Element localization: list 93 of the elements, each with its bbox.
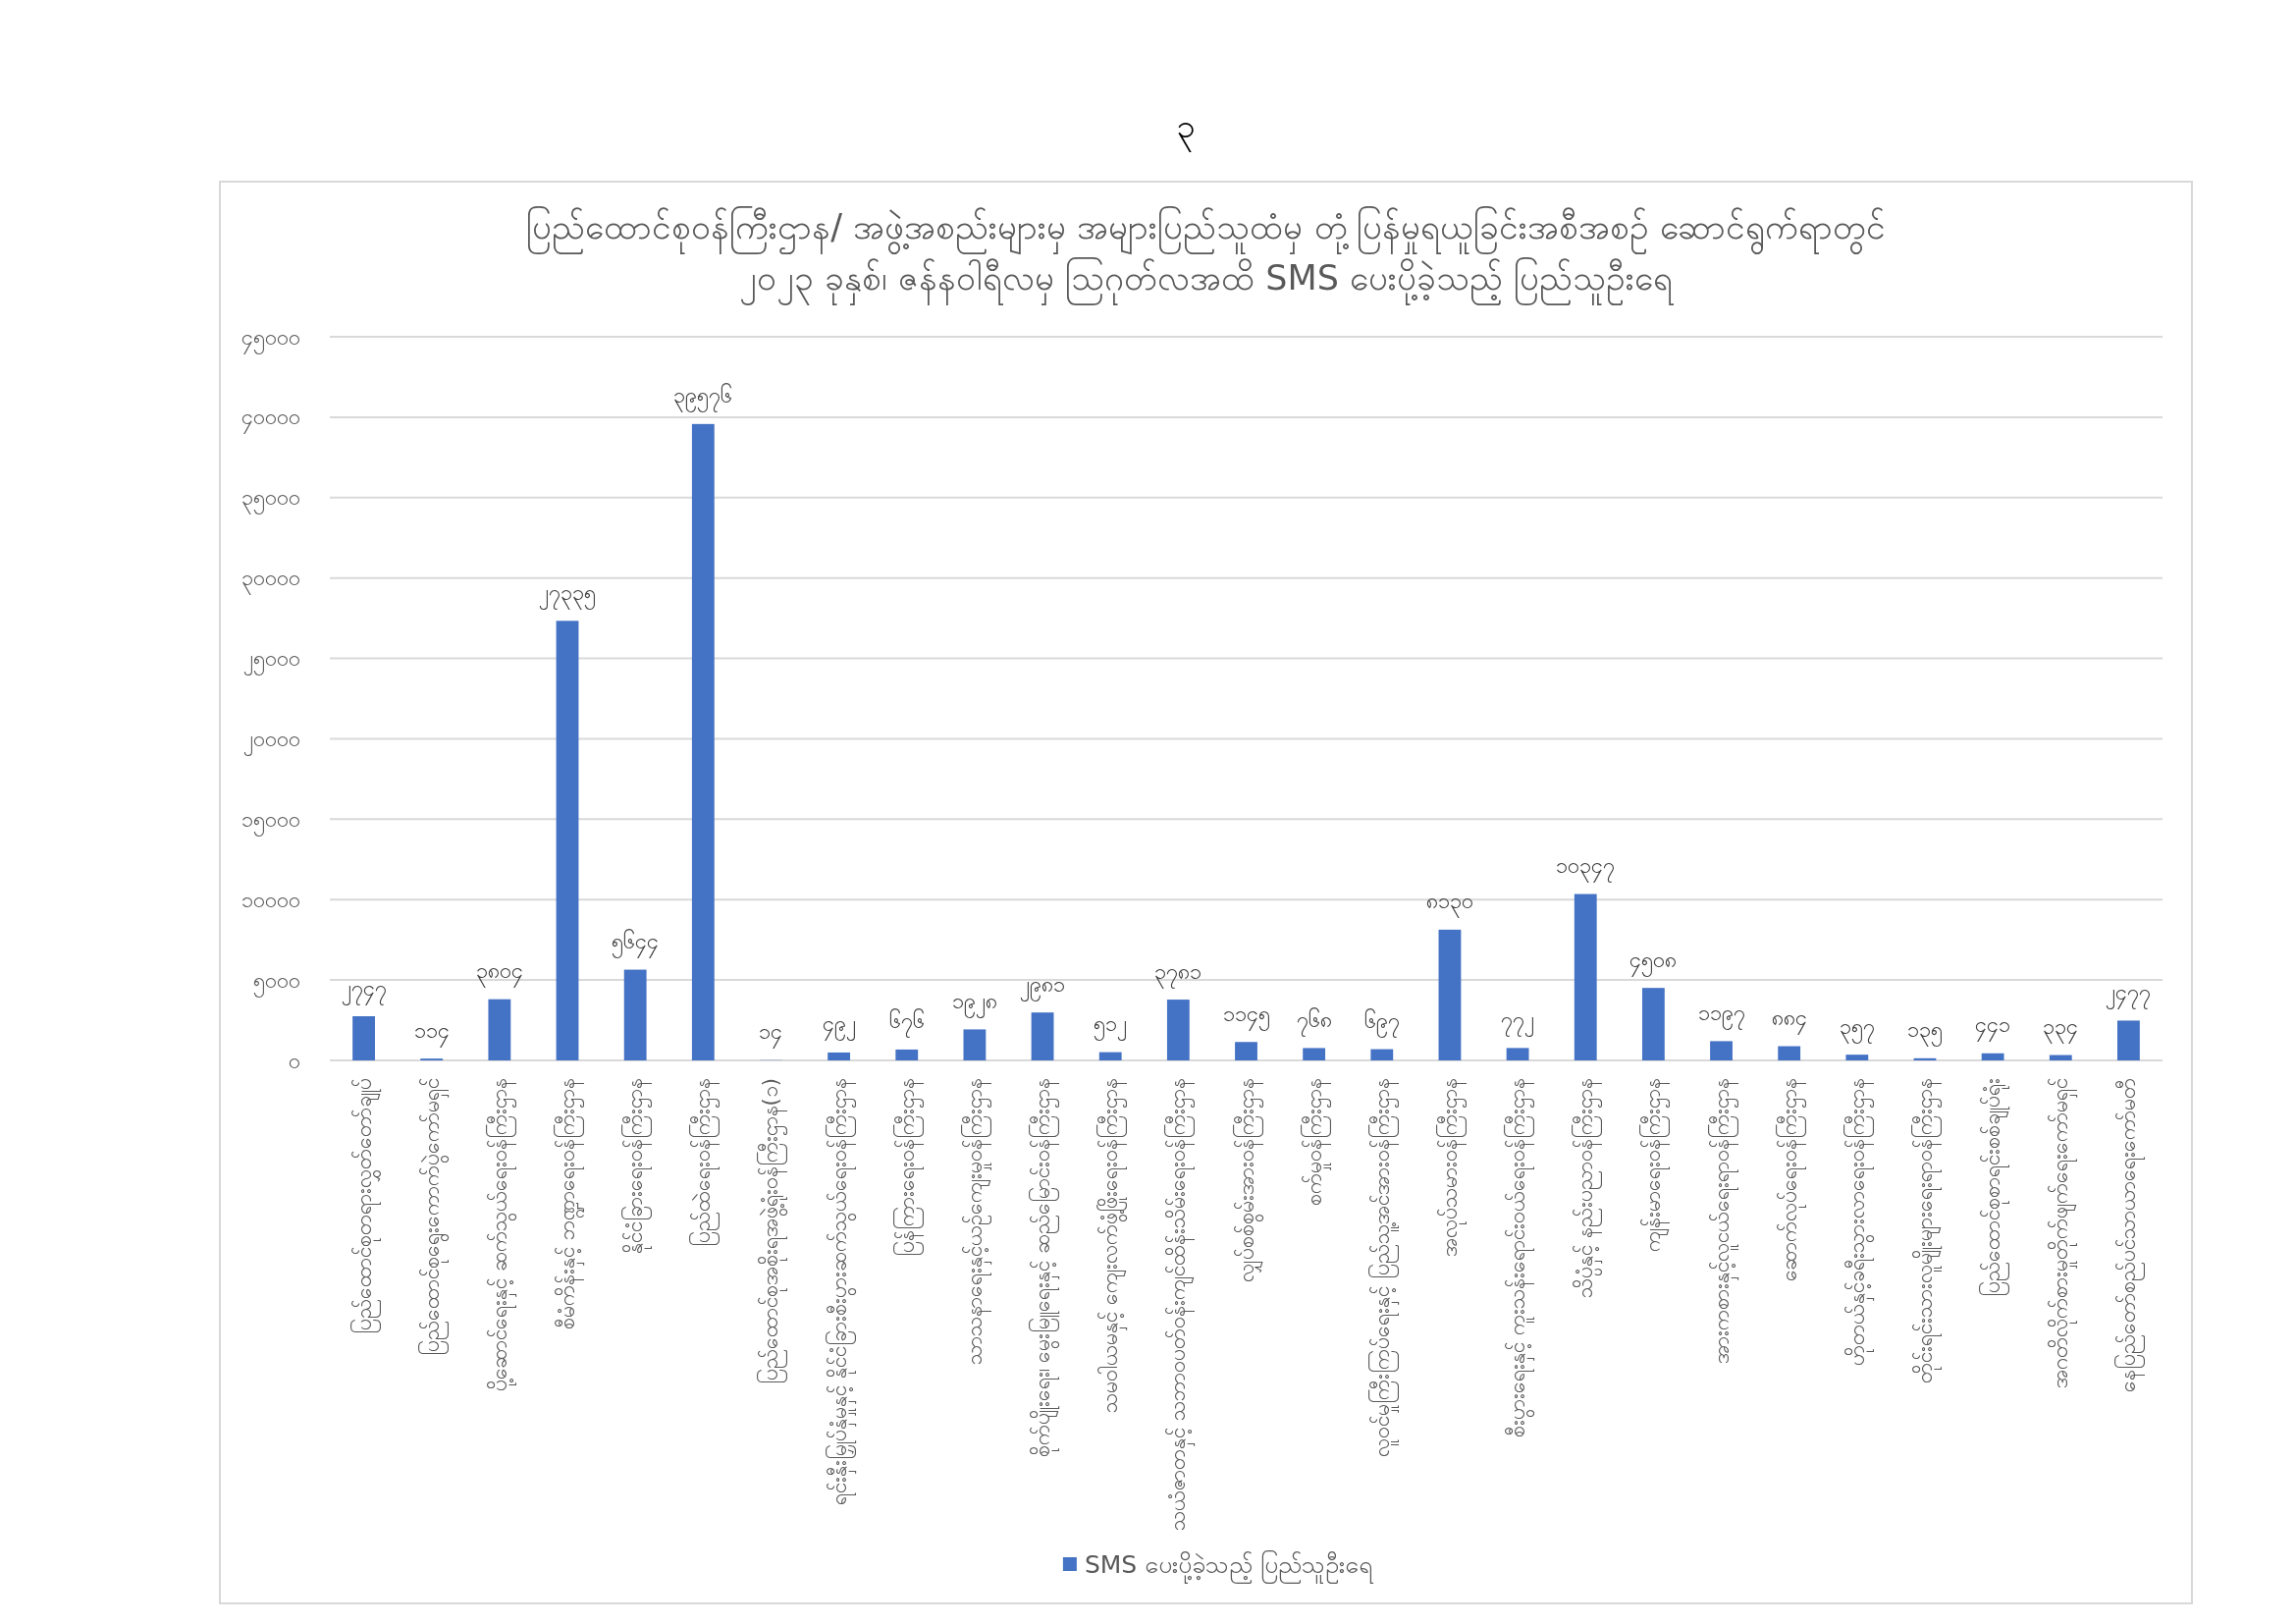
x-tick-label: စီမံကိန်းနှင့် ဘဏ္ဍာရေးဝန်ကြီးဌာန — [554, 1078, 586, 1329]
data-label: ၁၁၄ — [413, 1017, 450, 1048]
data-label: ၂၉၈၁ — [1020, 971, 1066, 1001]
x-tick-label: ကျန်းမာရေးဝန်ကြီးဌာန — [1639, 1078, 1671, 1252]
data-label: ၁၁၄၅ — [1222, 1001, 1270, 1031]
bar — [1031, 1012, 1054, 1060]
data-label: ၇၇၂ — [1501, 1006, 1535, 1037]
bar — [2049, 1055, 2072, 1060]
data-label: ၄၄၁ — [1975, 1012, 2011, 1043]
x-tick-label: အဂတိလိုက်စားမှုတိုက်ဖျက်ရေးကော်မရှင် — [2048, 1078, 2079, 1388]
data-label: ၆၉၇ — [1363, 1008, 1400, 1039]
y-tick-label: ၁၀၀၀၀ — [241, 887, 300, 912]
bar — [2117, 1020, 2140, 1060]
x-tick-label: အလုပ်သမားဝန်ကြီးဌာန — [1435, 1078, 1467, 1257]
legend-label: SMS ပေးပို့ခဲ့သည့် ပြည်သူဦးရေ — [1084, 1548, 1375, 1584]
x-tick-label: ပို့ဆောင်ရေးနှင့် ဆက်သွယ်ရေးဝန်ကြီးဌာန — [485, 1078, 517, 1391]
x-tick-label: စက်မှုဝန်ကြီးဌာန — [1300, 1078, 1331, 1206]
data-label: ၇၆၈ — [1296, 1006, 1332, 1037]
x-tick-label: စိုက်ပျိုးရေး၊ မွေးမြူရေးနှင့် ဆည်မြောင်းဝန်ကြီးဌာန — [1029, 1078, 1061, 1458]
data-label: ၆၇၆ — [888, 1008, 925, 1039]
y-tick-label: ၅၀၀၀ — [253, 967, 300, 998]
bar — [1641, 988, 1665, 1060]
bar — [352, 1016, 375, 1060]
data-label: ၃၇၈၁ — [1154, 958, 1202, 989]
chart-title: ပြည်ထောင်စုဝန်ကြီးဌာန/ အဖွဲ့အစည်းများမှ အများပြည်သူထံမှ တုံ့ပြန်မှုရယူခြင်းအစီအစဉ် ဆောင်ရွက်ရာတွင် — [526, 206, 1886, 255]
x-tick-label: ရင်းနှီးမြှုပ်နှံမှုနှင့် နိုင်ငံခြားစီးပွားဆက်သွယ်ရေးဝန်ကြီးဌာန — [825, 1078, 857, 1505]
data-label: ၂၄၇၇ — [2106, 979, 2152, 1009]
bar — [828, 1052, 851, 1060]
y-tick-label: ၂၀၀၀၀ — [243, 726, 300, 756]
x-tick-label: စီးပွားရေးနှင့် ကူးသန်းရောင်းဝယ်ရေးဝန်ကြီးဌာန — [1504, 1078, 1536, 1437]
x-tick-label: နိုင်ငံခြားရေးဝန်ကြီးဌာန — [621, 1078, 653, 1254]
data-label: ၈၁၃၀ — [1425, 889, 1473, 919]
bar — [1370, 1049, 1394, 1060]
data-label: ၁၁၉၇ — [1697, 1000, 1745, 1030]
x-tick-label: ဟိုတယ်နှင့်ခရီးသွားလာရေးဝန်ကြီးဌာန — [1842, 1078, 1875, 1366]
x-tick-label: လူဝင်မှုကြီးကြပ်ရေးနှင့် ပြည်သူ့အင်အားဝန်ကြီးဌာန — [1367, 1078, 1400, 1457]
y-tick-label: ၃၀၀၀၀ — [241, 566, 300, 596]
bar — [1981, 1053, 2004, 1060]
data-label: ၅၆၄၄ — [612, 929, 660, 959]
data-label: ၁၉၂၈ — [951, 988, 997, 1018]
data-label: ၂၇၄၇ — [341, 975, 387, 1005]
x-tick-label: ပြည်ထောင်စုရွေးကောက်ပွဲကော်မရှင် — [417, 1078, 450, 1356]
x-tick-label: ပြည်ထဲရေးဝန်ကြီးဌာန — [689, 1078, 721, 1247]
data-label: ၃၈၀၄ — [475, 958, 523, 989]
x-tick-label: ပြည်ထောင်စုစာရင်းစစ်ချုပ်ရုံး — [1979, 1078, 2011, 1297]
data-label: ၂၇၃၃၅ — [539, 579, 597, 610]
x-tick-label: လျှပ်စစ်စွမ်းအားဝန်ကြီးဌာန — [1232, 1078, 1264, 1282]
bar — [691, 423, 715, 1060]
bar — [1098, 1052, 1122, 1060]
data-label: ၁၄ — [759, 1019, 783, 1050]
x-tick-label: တိုင်းရင်းသားလူမျိုးများရေးရာဝန်ကြီးဌာန — [1910, 1078, 1943, 1383]
bar — [1235, 1042, 1257, 1060]
data-label: ၃၅၇ — [1839, 1013, 1875, 1044]
bar — [1574, 893, 1597, 1060]
x-tick-label: သယံဇာတနှင့် သဘာဝပတ်ဝန်းကျင်ထိန်းသိမ်းရေးဝန်ကြီးဌာန — [1164, 1078, 1197, 1531]
data-label: ၄၉၂ — [822, 1011, 856, 1042]
x-tick-label: အားကစားနှင့်လူငယ်ရေးရာဝန်ကြီးဌာန — [1707, 1078, 1739, 1364]
data-label: ၁၃၅ — [1906, 1017, 1943, 1048]
bar — [556, 621, 579, 1060]
data-label: ၁၀၃၄၇ — [1556, 853, 1616, 884]
x-tick-label: သာသနာရေးနှင့်ယဉ်ကျေးမှုဝန်ကြီးဌာန — [960, 1078, 992, 1365]
bar — [895, 1049, 919, 1060]
x-tick-label: ပြန်ကြားရေးဝန်ကြီးဌာန — [892, 1078, 924, 1257]
text: ၃ — [1176, 106, 1196, 152]
data-label: ၄၅၀၈ — [1629, 947, 1678, 977]
y-tick-label: ၃၅၀၀၀ — [241, 485, 300, 515]
bar — [1166, 1000, 1190, 1060]
data-label: ၃၃၄ — [2043, 1014, 2079, 1045]
bar — [623, 969, 647, 1060]
x-tick-label: သိပ္ပံနှင့် နည်းပညာဝန်ကြီးဌာန — [1572, 1078, 1604, 1298]
x-tick-label: ပြည်ထောင်စုအစိုးရအဖွဲ့ရုံးဝန်ကြီးဌာန(၁) — [757, 1078, 789, 1385]
bar — [1303, 1048, 1326, 1060]
x-tick-label: နေပြည်တော်စည်ပင်သာယာရေးကော်မတီ — [2114, 1078, 2146, 1392]
bar — [488, 999, 511, 1060]
y-tick-label: ၄၀၀၀၀ — [241, 405, 300, 435]
y-tick-label: ၀ — [289, 1048, 300, 1073]
bar — [1710, 1041, 1733, 1060]
data-label: ၈၈၄ — [1771, 1005, 1807, 1036]
data-label: ၅၁၂ — [1094, 1011, 1128, 1042]
legend: SMS ပေးပို့ခဲ့သည့် ပြည်သူဦးရေ — [1052, 1539, 1387, 1590]
y-tick-label: ၁၅၀၀၀ — [241, 806, 300, 837]
y-tick-label: ၄၅၀၀၀ — [241, 324, 300, 354]
data-label: ၃၉၅၇၆ — [673, 383, 733, 413]
x-tick-label: ဆောက်လုပ်ရေးဝန်ကြီးဌာန — [1775, 1078, 1806, 1281]
x-tick-label: သမဝါယမနှင့် ကျေးလက်ဖွံ့ဖြိုးရေးဝန်ကြီးဌာန — [1096, 1078, 1129, 1413]
y-tick-label: ၂၅၀၀၀ — [243, 646, 300, 677]
x-tick-label: ပြည်ထောင်စုတရားလွှတ်တော်ချုပ် — [349, 1078, 382, 1334]
bar — [963, 1029, 987, 1060]
bar — [1438, 929, 1462, 1060]
bar — [1845, 1055, 1869, 1060]
bar — [1778, 1046, 1801, 1060]
chart-subtitle: ၂၀၂၃ ခုနှစ်၊ ဇန်နဝါရီလမှ ဩဂုတ်လအထိ SMS ပေးပို့ခဲ့သည့် ပြည်သူဦးရေ — [738, 257, 1675, 305]
bar — [1506, 1048, 1529, 1060]
